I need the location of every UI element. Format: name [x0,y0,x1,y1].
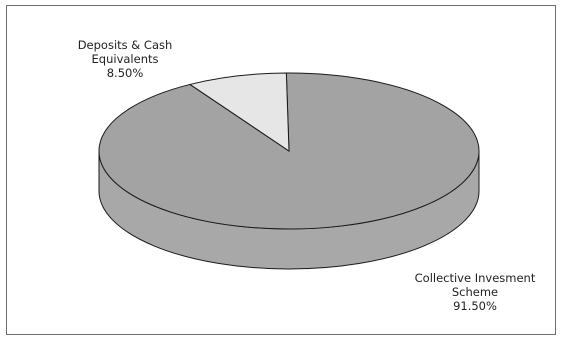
slice-label-collective-line-2: Scheme [451,285,499,299]
slice-label-deposits: Deposits & Cash Equivalents 8.50% [70,38,180,80]
slice-label-collective: Collective Invesment Scheme 91.50% [405,271,545,313]
slice-label-deposits-line-1: Deposits & Cash [77,38,173,52]
pie-slice-deposits-cash [188,72,290,152]
slice-label-collective-line-1: Collective Invesment [414,271,536,285]
slice-label-deposits-line-2: Equivalents [91,52,159,66]
slice-value-collective: 91.50% [453,299,497,313]
slice-value-deposits: 8.50% [106,66,144,80]
